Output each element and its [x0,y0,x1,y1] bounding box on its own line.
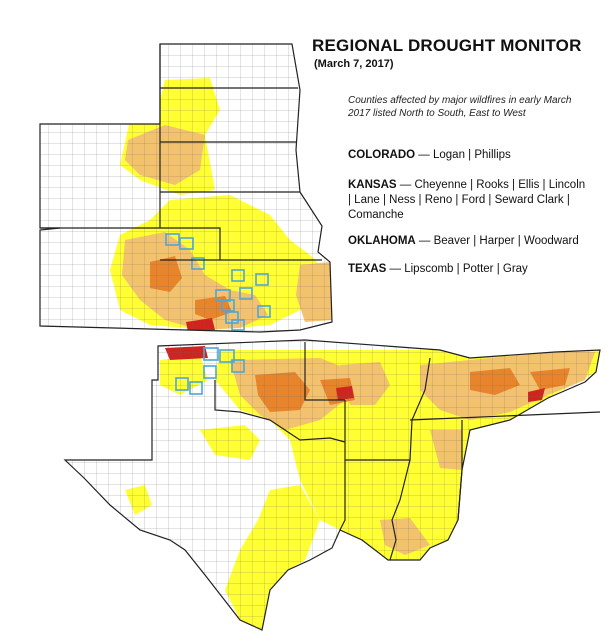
map-date: (March 7, 2017) [314,58,394,70]
state-name: TEXAS [348,263,387,275]
separator: — [415,149,433,161]
county-list: Beaver | Harper | Woodward [433,235,579,247]
separator: — [396,179,415,191]
county-list: Logan | Phillips [432,149,511,161]
state-name: OKLAHOMA [348,235,416,247]
separator: — [386,263,405,275]
state-texas: TEXAS — Lipscomb | Potter | Gray [348,262,588,277]
separator: — [415,235,434,247]
county-list: Cheyenne | Rooks | Ellis | Lincoln | Lan… [348,179,586,221]
state-oklahoma: OKLAHOMA — Beaver | Harper | Woodward [348,234,588,249]
state-name: KANSAS [348,179,397,191]
wildfire-note: Counties affected by major wildfires in … [348,95,572,119]
state-kansas: KANSAS — Cheyenne | Rooks | Ellis | Linc… [348,178,588,223]
northern-plains-region [39,43,333,333]
county-list: Lipscomb | Potter | Gray [404,263,528,275]
southern-region [63,339,601,631]
state-colorado: COLORADO — Logan | Phillips [348,148,588,163]
map-title: REGIONAL DROUGHT MONITOR [312,36,582,55]
state-name: COLORADO [348,149,416,161]
